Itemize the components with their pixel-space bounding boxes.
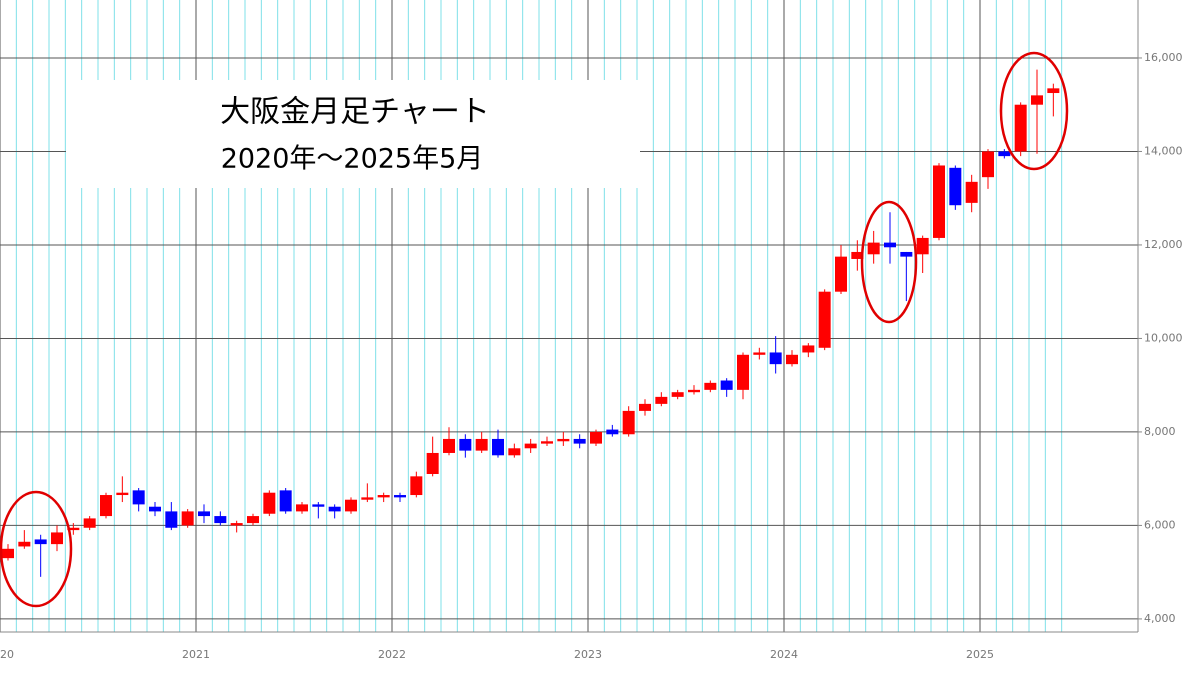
candle-body xyxy=(18,541,31,547)
candle-body xyxy=(590,431,602,444)
candle-body xyxy=(753,352,766,355)
candle-body xyxy=(524,443,537,449)
candle-body xyxy=(361,497,374,500)
candle-body xyxy=(230,523,243,526)
candle-body xyxy=(900,251,913,257)
candle-body xyxy=(181,511,194,526)
candle-body xyxy=(426,452,439,474)
candle-body xyxy=(263,492,276,514)
candle-body xyxy=(165,511,178,528)
candle-body xyxy=(606,429,619,435)
candle-body xyxy=(394,495,406,498)
title-box xyxy=(66,80,640,188)
highlight-circle xyxy=(860,200,918,324)
candle-body xyxy=(443,438,455,453)
candle-body xyxy=(100,495,112,517)
candle-body xyxy=(1031,95,1043,105)
x-tick-label: 2022 xyxy=(378,648,406,661)
candle-body xyxy=(328,506,341,512)
candle-body xyxy=(916,237,929,255)
candle-body xyxy=(884,242,896,248)
candle-body xyxy=(410,476,423,496)
highlight-circle xyxy=(0,490,73,608)
candle-body xyxy=(475,438,488,451)
x-tick-label: 2023 xyxy=(574,648,602,661)
candle-body xyxy=(214,516,227,524)
x-tick-label: 2020 xyxy=(0,648,14,661)
candle-body xyxy=(622,410,635,435)
candle-body xyxy=(737,354,749,390)
candle-body xyxy=(541,441,553,444)
candle-body xyxy=(639,403,651,411)
candle-body xyxy=(34,539,47,545)
candle-body xyxy=(1047,88,1060,94)
candle-body xyxy=(1014,104,1027,152)
candle-body xyxy=(198,511,210,517)
candle-body xyxy=(720,380,733,390)
chart-title: 大阪金月足チャート xyxy=(220,95,490,130)
candle-body xyxy=(851,251,864,259)
candle-body xyxy=(982,151,994,178)
candle-body xyxy=(508,448,521,456)
x-tick-label: 2021 xyxy=(182,648,210,661)
candle-body xyxy=(802,345,815,353)
candle-body xyxy=(345,499,357,512)
candle-body xyxy=(83,518,96,528)
candle-body xyxy=(835,256,847,292)
candle-body xyxy=(671,392,684,397)
candle-body xyxy=(132,490,145,505)
highlight-circle xyxy=(999,51,1069,171)
candle-body xyxy=(655,396,668,404)
candle-body xyxy=(573,438,586,444)
candle-body xyxy=(769,352,782,365)
y-tick-label: 14,000 xyxy=(1144,144,1183,157)
y-tick-label: 16,000 xyxy=(1144,51,1183,64)
y-tick-label: 12,000 xyxy=(1144,238,1183,251)
candle-body xyxy=(296,504,308,512)
candle-body xyxy=(867,242,880,255)
candle-body xyxy=(247,516,259,524)
candle-body xyxy=(312,504,325,507)
y-tick-label: 8,000 xyxy=(1144,425,1176,438)
x-tick-label: 2025 xyxy=(966,648,994,661)
candle-body xyxy=(949,167,962,206)
candle-body xyxy=(965,181,978,203)
candle-body xyxy=(51,532,63,545)
x-tick-label: 2024 xyxy=(770,648,798,661)
candle-body xyxy=(67,527,80,531)
candle-body xyxy=(116,492,129,496)
candle-body xyxy=(818,291,831,348)
candle-body xyxy=(998,151,1011,157)
candle-body xyxy=(704,382,717,390)
y-tick-label: 4,000 xyxy=(1144,612,1176,625)
candle-body xyxy=(459,438,472,451)
candle-body xyxy=(149,506,161,512)
candle-body xyxy=(492,438,504,456)
chart-subtitle: 2020年～2025年5月 xyxy=(221,144,484,175)
candle-body xyxy=(557,438,570,442)
candle-body xyxy=(377,495,390,498)
candle-body xyxy=(2,548,14,559)
candle-body xyxy=(786,354,798,365)
candle-body xyxy=(688,389,700,393)
y-tick-label: 10,000 xyxy=(1144,331,1183,344)
y-tick-label: 6,000 xyxy=(1144,518,1176,531)
candle-body xyxy=(933,165,945,238)
candle-body xyxy=(279,490,292,512)
